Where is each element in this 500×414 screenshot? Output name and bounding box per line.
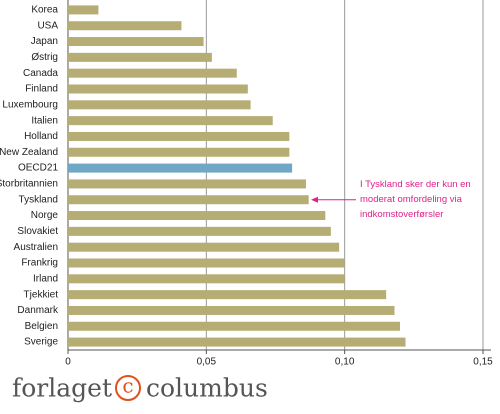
annotation: indkomstoverførsler [360, 209, 443, 220]
bar [68, 211, 326, 221]
bar [68, 5, 99, 15]
bar [68, 305, 395, 315]
x-tick-label: 0,10 [335, 357, 355, 368]
bar [68, 321, 400, 331]
y-tick-label: Canada [23, 68, 58, 79]
logo-circle [115, 375, 141, 401]
y-tick-label: Holland [24, 131, 58, 142]
y-tick-label: Australien [14, 242, 58, 253]
y-tick-label: USA [37, 20, 58, 31]
annotation-arrowhead [311, 196, 318, 203]
x-tick-label: 0,15 [473, 357, 493, 368]
y-tick-label: Irland [33, 273, 58, 284]
bar [68, 337, 406, 347]
bar [68, 100, 251, 110]
y-tick-label: Italien [31, 115, 58, 126]
y-tick-label: Korea [31, 5, 58, 16]
bar [68, 179, 306, 189]
y-tick-label: Østrig [31, 52, 58, 63]
x-tick-label: 0,05 [197, 357, 217, 368]
bar [68, 226, 331, 236]
y-tick-label: Belgien [25, 321, 58, 332]
y-tick-label: Finland [25, 84, 58, 95]
y-tick-label: Japan [31, 36, 58, 47]
y-tick-label: Tjekkiet [24, 289, 59, 300]
footer-mark: c [122, 374, 133, 398]
bar [68, 84, 248, 94]
bar [68, 195, 309, 205]
y-tick-label: OECD21 [18, 163, 58, 174]
y-tick-label: Tyskland [19, 194, 58, 205]
y-tick-label: Slovakiet [17, 226, 58, 237]
x-tick-label: 0 [65, 357, 71, 368]
y-tick-label: New Zealand [0, 147, 58, 158]
bar [68, 68, 237, 78]
bar [68, 163, 293, 173]
y-tick-label: Norge [31, 210, 59, 221]
bar [68, 131, 290, 141]
footer-right: columbus [146, 374, 268, 403]
bar [68, 290, 387, 300]
annotation: moderat omfordeling via [360, 194, 463, 205]
bar [68, 147, 290, 157]
y-tick-label: Frankrig [21, 258, 58, 269]
bar [68, 116, 273, 126]
y-tick-label: Storbritannien [0, 179, 58, 190]
bar [68, 258, 345, 268]
y-tick-label: Danmark [17, 305, 59, 316]
bar [68, 52, 212, 62]
bar [68, 274, 345, 284]
y-tick-label: Sverige [24, 337, 58, 348]
footer-left: forlaget [12, 374, 112, 403]
y-tick-label: Luxembourg [2, 99, 58, 110]
annotation: I Tyskland sker der kun en [360, 179, 471, 190]
bar [68, 242, 340, 252]
bar [68, 37, 204, 47]
bar [68, 21, 182, 31]
